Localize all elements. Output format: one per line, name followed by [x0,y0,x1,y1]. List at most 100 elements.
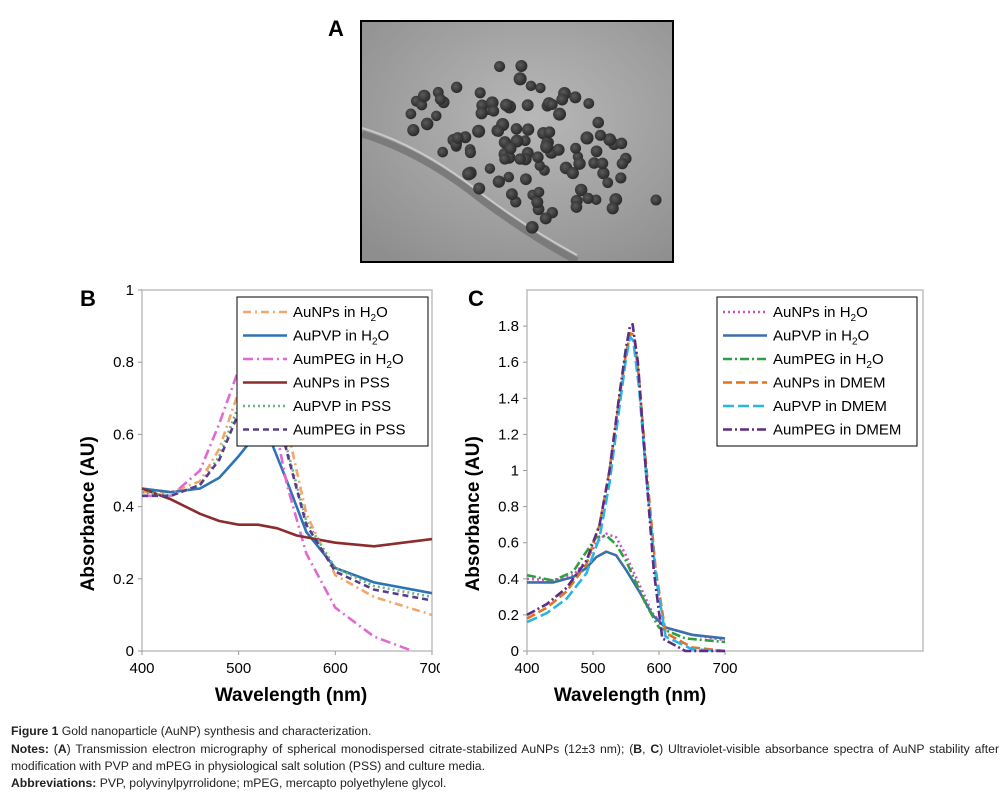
y-tick-label: 1.2 [498,426,519,443]
notes-label: Notes: [11,742,49,756]
notes-text-a: ) Transmission electron micrography of s… [66,742,634,756]
y-tick-label: 1 [511,463,519,480]
legend-label: AumPEG in H2O [293,351,404,371]
nanoparticle [583,98,595,109]
y-tick-label: 1 [126,282,134,299]
legend-label: AuPVP in H2O [773,328,869,348]
tem-micrograph-image [360,20,674,263]
nanoparticle [492,175,505,188]
legend-box [236,296,429,447]
y-tick-label: 0.4 [498,571,519,588]
nanoparticle [520,173,532,186]
y-tick-label: 0.6 [113,426,134,443]
y-tick-label: 0.6 [498,535,519,552]
x-tick-label: 400 [129,660,154,677]
y-tick-label: 1.8 [498,318,519,335]
nanoparticle [464,146,476,159]
carbon-film-edge [362,130,579,261]
nanoparticle [539,212,552,225]
nanoparticle [540,140,554,154]
nanoparticle [500,98,513,112]
nanoparticle [566,166,579,180]
abbreviations-text: PVP, polyvinylpyrrolidone; mPEG, mercapt… [96,776,447,790]
nanoparticle [505,188,518,201]
nanoparticle [473,182,486,195]
abbreviations-label: Abbreviations: [11,776,97,790]
y-tick-label: 1.6 [498,354,519,371]
nanoparticle [513,72,527,86]
figure-caption-abbreviations: Abbreviations: PVP, polyvinylpyrrolidone… [11,775,999,792]
panel-label-a: A [328,16,344,41]
nanoparticle [573,157,586,170]
series-line [142,353,414,653]
notes-sep: , [642,742,651,756]
chart-c: 400 500 600 700 0 0.2 0.4 0.6 0.8 1 1.2 1.4 1.6 1.8 Wa… [463,289,924,706]
series-line [526,532,726,642]
y-tick-label: 0.2 [113,571,134,588]
y-axis-label: Absorbance (AU) [78,436,99,591]
y-tick-label: 0 [511,643,519,660]
nanoparticle [594,129,606,141]
series-line [141,433,433,595]
y-tick-label: 1.4 [498,390,519,407]
figure-caption-title: Figure 1 Gold nanoparticle (AuNP) synthe… [11,723,999,740]
nanoparticle [569,91,582,104]
nanoparticle [462,167,476,181]
x-tick-label: 400 [514,660,539,677]
notes-ref-b: B [633,742,643,756]
nanoparticle [510,123,523,135]
nanoparticle [534,160,546,171]
y-axis-label: Absorbance (AU) [463,436,484,591]
series-line [141,368,433,599]
nanoparticle [521,99,534,112]
nanoparticle [431,110,442,122]
nanoparticle [582,192,594,205]
nanoparticle [535,82,546,94]
figure-caption-notes: Notes: (A) Transmission electron microgr… [11,741,999,775]
plot-frame [141,289,433,652]
x-axis-label: Wavelength (nm) [554,685,706,706]
tem-micrograph-drawing [362,22,672,261]
nanoparticle [533,186,545,198]
y-tick-label: 0.2 [498,607,519,624]
nanoparticle [514,153,526,165]
legend-label: AumPEG in H2O [773,351,884,371]
nanoparticle [525,220,539,234]
nanoparticle [615,137,628,150]
nanoparticle [521,123,535,136]
nanoparticle [602,177,614,189]
nanoparticle [552,143,565,156]
nanoparticle [407,124,420,137]
series-line [526,331,726,653]
x-axis-label: Wavelength (nm) [215,685,367,706]
notes-ref-a: A [57,742,67,756]
series-line [526,322,725,653]
figure-label: Figure 1 [11,724,59,738]
legend-label: AuNPs in DMEM [773,375,886,392]
nanoparticle [596,157,609,170]
nanoparticle [606,202,619,215]
nanoparticle [597,167,610,180]
nanoparticle [570,142,582,154]
x-tick-label: 700 [712,660,737,677]
notes-ref-c: C [650,742,660,756]
nanoparticle [592,116,605,129]
nanoparticle [437,146,449,158]
series-line [526,534,726,644]
carbon-film-edge-highlight [362,127,578,256]
nanoparticle [503,171,515,183]
nanoparticle [532,151,544,163]
notes-text-bc: ) Ultraviolet-visible absorbance spectra… [11,742,999,773]
nanoparticle [603,133,617,146]
legend-label: AuPVP in PSS [293,398,391,415]
nanoparticle [588,157,600,169]
nanoparticle [484,163,496,174]
nanoparticle [570,201,583,213]
figure-title: Gold nanoparticle (AuNP) synthesis and c… [58,724,372,738]
nanoparticle [475,107,488,120]
nanoparticle [451,132,464,144]
legend-label: AuNPs in PSS [293,375,390,392]
x-tick-label: 700 [419,660,440,677]
nanoparticle [450,81,463,94]
nanoparticle [525,80,537,92]
